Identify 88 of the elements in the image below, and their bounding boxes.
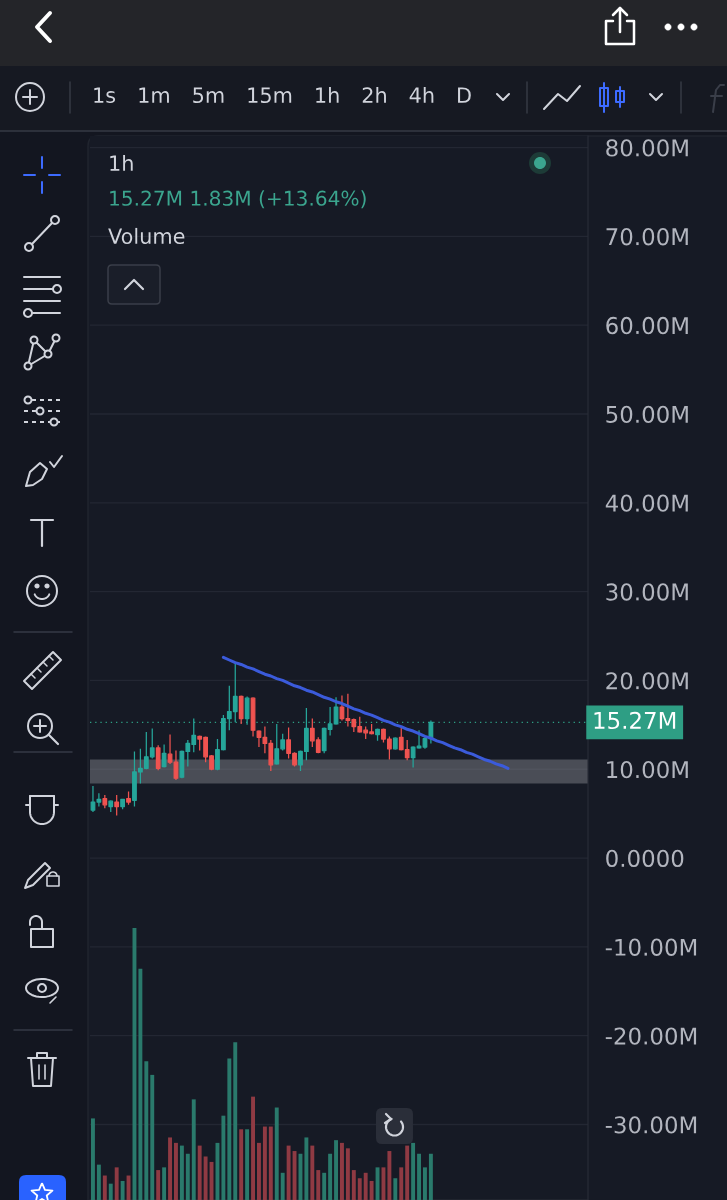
bar xyxy=(203,1156,208,1200)
bar xyxy=(369,1180,374,1200)
bar xyxy=(310,1145,315,1200)
bar xyxy=(304,1137,309,1200)
bar xyxy=(156,1170,161,1200)
line-series xyxy=(221,655,510,770)
text: 1m xyxy=(139,87,169,103)
bar xyxy=(108,1183,113,1200)
bar xyxy=(179,1145,184,1200)
y-tick-label: 30.00M xyxy=(606,583,688,601)
bar xyxy=(102,1175,107,1200)
bar xyxy=(268,1126,273,1200)
bar xyxy=(417,1153,421,1200)
bar xyxy=(387,1151,392,1200)
y-tick-label: 70.00M xyxy=(606,228,688,246)
text: 15m xyxy=(248,87,292,104)
bar xyxy=(428,1153,433,1200)
bar xyxy=(322,1172,327,1200)
bar xyxy=(162,1167,167,1200)
bar xyxy=(233,1042,238,1200)
y-tick-label: 80.00M xyxy=(606,139,688,157)
candlestick xyxy=(238,694,244,725)
bar xyxy=(280,1172,285,1200)
bar xyxy=(399,1167,404,1200)
bar xyxy=(340,1142,344,1200)
bar xyxy=(393,1178,398,1200)
candlestick xyxy=(392,736,398,751)
bar xyxy=(197,1145,202,1200)
candlestick xyxy=(244,695,250,726)
bar xyxy=(251,1096,255,1200)
y-tick-label: -20.00M xyxy=(605,1027,697,1045)
candlestick xyxy=(173,749,179,781)
bar xyxy=(144,1061,149,1200)
bar xyxy=(138,968,143,1200)
y-tick-label: -30.00M xyxy=(605,1116,697,1134)
text: 1s xyxy=(94,87,116,104)
chart-title: Volume xyxy=(108,227,185,245)
y-tick-label: 40.00M xyxy=(605,494,688,512)
bar xyxy=(405,1145,410,1200)
bar xyxy=(120,1180,125,1200)
candlestick xyxy=(102,794,108,809)
bar xyxy=(274,1107,279,1200)
bar xyxy=(345,1148,350,1200)
candlestick xyxy=(108,799,114,813)
candlestick xyxy=(155,744,161,771)
candlestick xyxy=(161,743,167,769)
bar xyxy=(191,1099,196,1200)
bar xyxy=(351,1170,356,1200)
text: 2h xyxy=(362,86,386,103)
bar xyxy=(363,1172,368,1200)
y-tick-label: 10.00M xyxy=(607,760,688,779)
bar xyxy=(257,1142,261,1200)
bar xyxy=(262,1126,267,1200)
text: 15.27M 1.83M (+13.64%) xyxy=(110,190,366,209)
bar xyxy=(357,1178,362,1200)
y-tick-label: -10.00M xyxy=(605,938,697,956)
y-tick-label: 50.00M xyxy=(606,405,688,424)
bar xyxy=(245,1129,250,1200)
bar xyxy=(423,1167,427,1200)
bar xyxy=(328,1153,333,1200)
bar xyxy=(316,1170,321,1200)
text: 4h xyxy=(409,86,434,103)
bar xyxy=(411,1142,416,1200)
bar xyxy=(221,1115,226,1200)
bar xyxy=(114,1167,119,1200)
bar xyxy=(168,1137,172,1200)
y-tick-label: 60.00M xyxy=(606,316,688,335)
bar xyxy=(286,1145,291,1200)
bar xyxy=(150,1074,155,1200)
candlestick xyxy=(114,794,120,817)
text: 1h xyxy=(110,154,133,171)
ref-line-label: 15.27M xyxy=(594,711,676,730)
y-tick-label: 0.0000 xyxy=(606,849,684,868)
y-tick-label: 20.00M xyxy=(606,672,688,690)
bar xyxy=(96,1164,101,1200)
bar xyxy=(227,1058,232,1200)
candlestick xyxy=(120,798,126,810)
bar xyxy=(185,1153,190,1200)
bar xyxy=(334,1140,338,1200)
candlestick xyxy=(167,733,173,765)
bar xyxy=(174,1142,178,1200)
candlestick xyxy=(126,790,131,806)
bar xyxy=(91,1118,95,1200)
text: 1h xyxy=(316,86,339,103)
text: D xyxy=(458,87,471,103)
candlestick xyxy=(375,727,380,742)
bar xyxy=(239,1129,244,1200)
text: 5m xyxy=(193,87,224,104)
